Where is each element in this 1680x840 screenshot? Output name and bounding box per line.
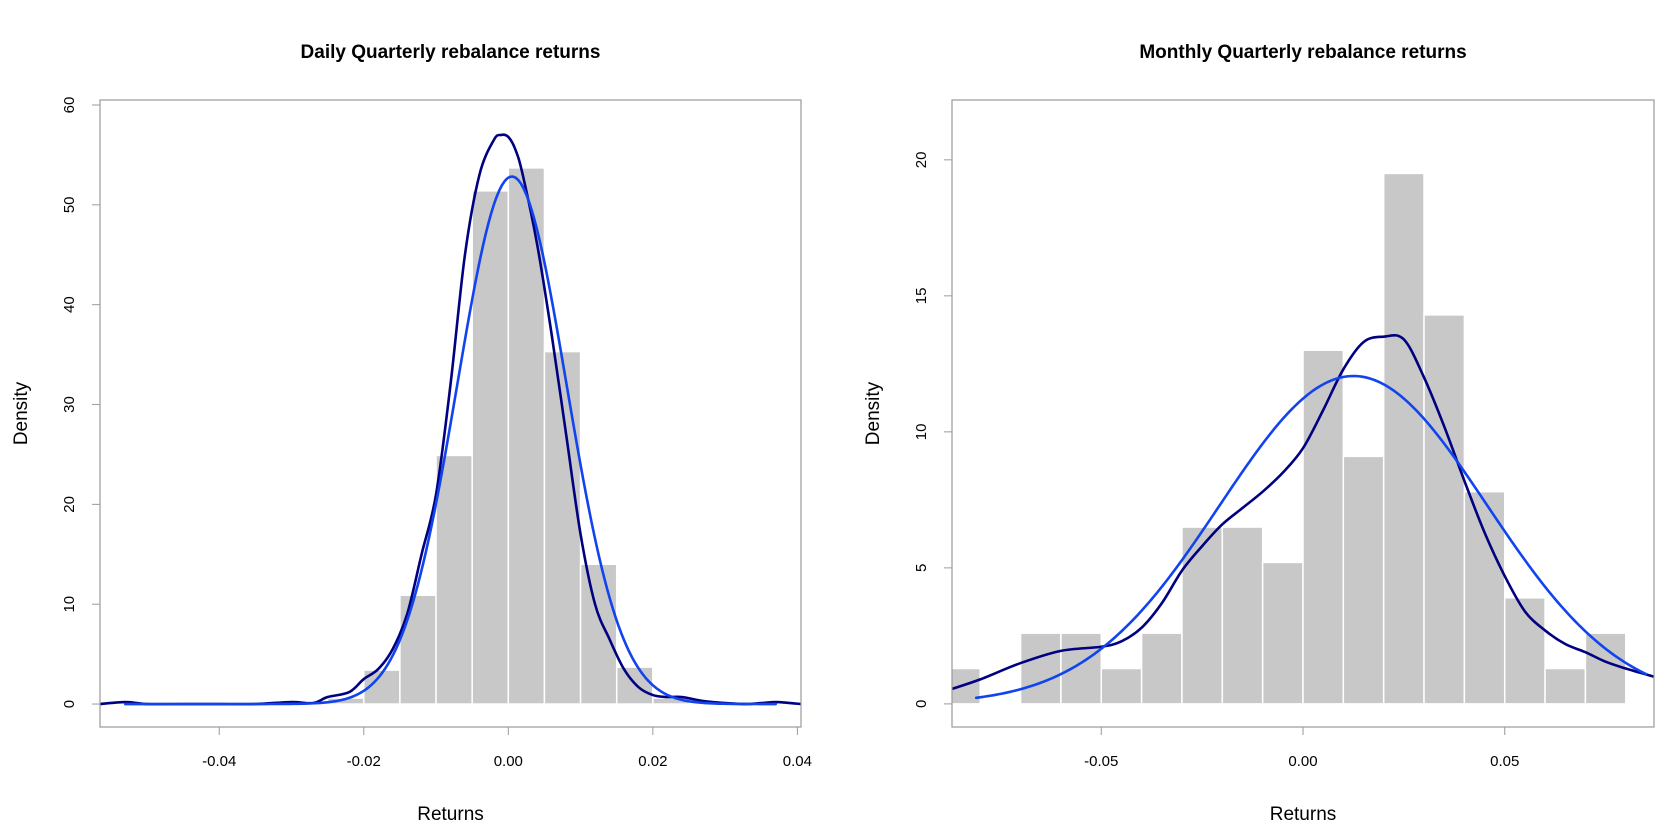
histogram-bar (1503, 597, 1546, 705)
x-axis-label: Returns (417, 804, 484, 825)
histogram-bar (1584, 632, 1627, 705)
histogram-bar (1221, 526, 1264, 705)
histogram-bar (1302, 349, 1345, 705)
histogram-bar (1019, 632, 1062, 705)
y-axis-label: Density (11, 381, 32, 445)
x-tick-label: -0.05 (1084, 753, 1118, 770)
histogram-bar (1342, 455, 1385, 705)
histogram-bar (1423, 314, 1466, 705)
y-axis-label: Density (863, 381, 884, 445)
y-tick-label: 0 (913, 700, 930, 708)
histogram-bar (1261, 561, 1304, 705)
histogram-bar (1463, 490, 1506, 705)
y-tick-label: 20 (61, 496, 78, 513)
chart-title: Daily Quarterly rebalance returns (301, 42, 601, 63)
density-curve (952, 333, 1654, 691)
plot-area (952, 172, 1654, 705)
chart-title: Monthly Quarterly rebalance returns (1139, 42, 1466, 63)
histogram-bar (1382, 172, 1425, 705)
y-tick-label: 40 (61, 296, 78, 313)
y-tick-label: 0 (61, 700, 78, 708)
histogram-bar (1181, 526, 1224, 705)
chart-panel-1: -0.04 -0.02 0.00 0.02 0.04 0 10 20 30 40 50 60 Daily… (11, 42, 812, 825)
histogram-bar (1140, 632, 1183, 705)
y-tick-label: 10 (913, 424, 930, 441)
histogram-bar (1544, 667, 1587, 705)
plot-frame (99, 99, 802, 728)
x-tick-label: -0.04 (202, 753, 236, 770)
y-tick-label: 30 (61, 396, 78, 413)
histogram-bar (579, 563, 618, 705)
x-tick-label: 0.00 (494, 753, 523, 770)
histogram-bar (615, 666, 654, 705)
x-tick-label: 0.00 (1288, 753, 1317, 770)
histogram-bar (1060, 632, 1103, 705)
normal-fit-curve (123, 175, 778, 706)
plot-area (100, 133, 801, 706)
normal-fit-curve (974, 374, 1648, 700)
x-tick-label: 0.04 (783, 753, 812, 770)
y-tick-label: 15 (913, 288, 930, 305)
histogram-bar (1100, 667, 1143, 705)
y-tick-label: 60 (61, 97, 78, 114)
y-tick-label: 10 (61, 596, 78, 613)
histogram-bar (399, 594, 437, 705)
x-tick-label: 0.05 (1490, 753, 1519, 770)
x-axis-label: Returns (1270, 804, 1337, 825)
histogram-bar (435, 454, 473, 705)
x-tick-label: -0.02 (347, 753, 381, 770)
y-tick-label: 20 (913, 152, 930, 169)
y-tick-label: 50 (61, 196, 78, 213)
histogram-bar (471, 190, 510, 705)
chart-panel-2: -0.05 0.00 0.05 0 5 10 15 20 Monthly Quarterly r… (863, 42, 1655, 825)
y-tick-label: 5 (913, 564, 930, 572)
x-tick-label: 0.02 (638, 753, 667, 770)
